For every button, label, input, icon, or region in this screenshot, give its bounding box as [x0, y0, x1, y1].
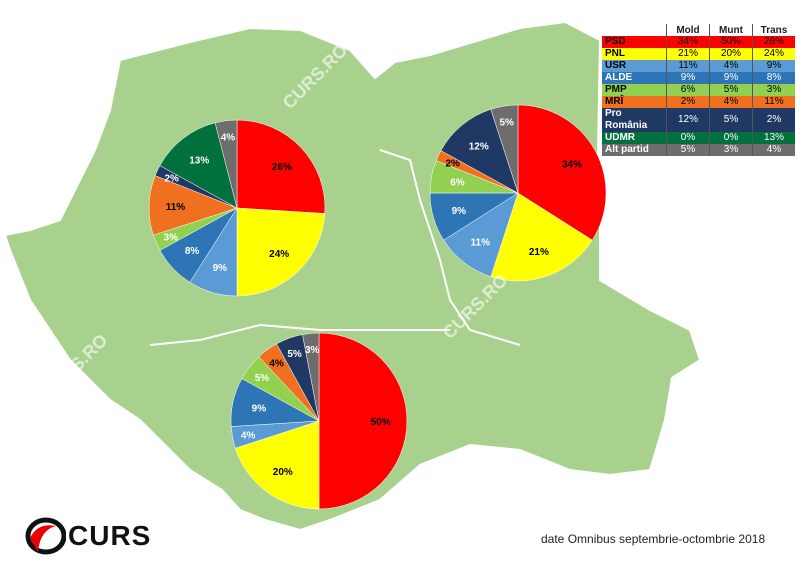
header-party [602, 24, 667, 36]
pie-label: 5% [287, 349, 302, 360]
pie-label: 26% [272, 162, 292, 173]
pie-label: 20% [273, 467, 293, 478]
party-name: UDMR [605, 132, 635, 143]
pie-label: 9% [452, 206, 467, 217]
pie-label: 8% [185, 246, 200, 257]
party-value: 50% [709, 36, 753, 48]
party-value: 4% [709, 60, 753, 72]
party-name: Alt partid [605, 144, 649, 155]
party-value: 24% [752, 48, 795, 60]
pie-slice-munt [318, 332, 408, 510]
curs-logo-text: CURS [68, 520, 152, 551]
party-name: PSD [605, 36, 626, 47]
party-value: 13% [752, 132, 795, 144]
party-value: 20% [709, 48, 753, 60]
party-value: 9% [709, 72, 753, 84]
pie-label: 4% [241, 431, 256, 442]
party-value: 12% [666, 108, 710, 132]
party-value: 9% [666, 72, 710, 84]
source-note: date Omnibus septembrie-octombrie 2018 [541, 532, 766, 546]
party-value: 0% [666, 132, 710, 144]
table-row: PMP 6% 5% 3% [602, 84, 795, 96]
pie-label: 3% [164, 233, 179, 244]
pie-label: 4% [269, 359, 284, 370]
pie-label: 6% [450, 177, 465, 188]
party-name: ALDE [605, 72, 633, 83]
pie-label: 11% [166, 202, 186, 213]
party-value: 5% [709, 108, 753, 132]
pie-label: 50% [371, 417, 391, 428]
party-value: 11% [752, 96, 795, 108]
party-value: 26% [752, 36, 795, 48]
table-row: ALDE 9% 9% 8% [602, 72, 795, 84]
party-value: 9% [752, 60, 795, 72]
party-value: 34% [666, 36, 710, 48]
party-value: 5% [709, 84, 753, 96]
pie-slice-mold [490, 104, 519, 194]
party-name: PMP [605, 84, 627, 95]
party-value: 2% [666, 96, 710, 108]
party-value: 11% [666, 60, 710, 72]
pie-label: 24% [269, 249, 289, 260]
pie-label: 2% [445, 158, 460, 169]
header-mold: Mold [666, 24, 710, 36]
pie-label: 4% [221, 132, 236, 143]
header-trans: Trans [752, 24, 795, 36]
pie-label: 5% [499, 118, 514, 129]
pie-label: 21% [529, 247, 549, 258]
party-value: 3% [709, 144, 753, 156]
party-value: 4% [752, 144, 795, 156]
table-row: PSD 34% 50% 26% [602, 36, 795, 48]
pie-slice-trans [159, 122, 238, 209]
table-row: MRÎ 2% 4% 11% [602, 96, 795, 108]
pie-slice-munt [234, 420, 320, 510]
curs-logo-icon [25, 517, 66, 555]
header-munt: Munt [709, 24, 753, 36]
party-name: USR [605, 60, 627, 71]
party-value: 21% [666, 48, 710, 60]
pie-slice-munt [302, 332, 320, 422]
table-row: Alt partid 5% 3% 4% [602, 144, 795, 156]
pie-label: 9% [213, 263, 228, 274]
watermark: CURS.RO [449, 455, 522, 528]
pie-label: 2% [164, 173, 179, 184]
pie-slice-mold [490, 192, 593, 282]
pie-slice-mold [440, 108, 519, 194]
party-value: 0% [709, 132, 753, 144]
party-name: MRÎ [605, 96, 624, 107]
party-name: PNL [605, 48, 625, 59]
party-name: Pro România [605, 108, 648, 131]
pie-slice-trans [236, 207, 326, 297]
party-value: 4% [709, 96, 753, 108]
pie-label: 12% [469, 142, 489, 153]
pie-label: 13% [189, 155, 209, 166]
party-value: 2% [752, 108, 795, 132]
pie-label: 34% [562, 159, 582, 170]
table-row: UDMR 0% 0% 13% [602, 132, 795, 144]
region-border [149, 149, 521, 346]
party-value: 5% [666, 144, 710, 156]
pie-label: 3% [305, 345, 320, 356]
pie-label: 9% [252, 404, 267, 415]
results-table: Mold Munt Trans PSD 34% 50% 26% PNL 21% 20% 24% US… [602, 24, 795, 156]
pie-label: 5% [255, 373, 270, 384]
pie-slice-trans [214, 119, 238, 209]
table-row: Pro România 12% 5% 2% [602, 108, 795, 132]
table-row: USR 11% 4% 9% [602, 60, 795, 72]
table-row: PNL 21% 20% 24% [602, 48, 795, 60]
pie-label: 11% [471, 238, 491, 249]
party-value: 3% [752, 84, 795, 96]
party-value: 6% [666, 84, 710, 96]
party-value: 8% [752, 72, 795, 84]
pie-slice-trans [236, 119, 326, 214]
pie-slice-mold [517, 104, 607, 241]
